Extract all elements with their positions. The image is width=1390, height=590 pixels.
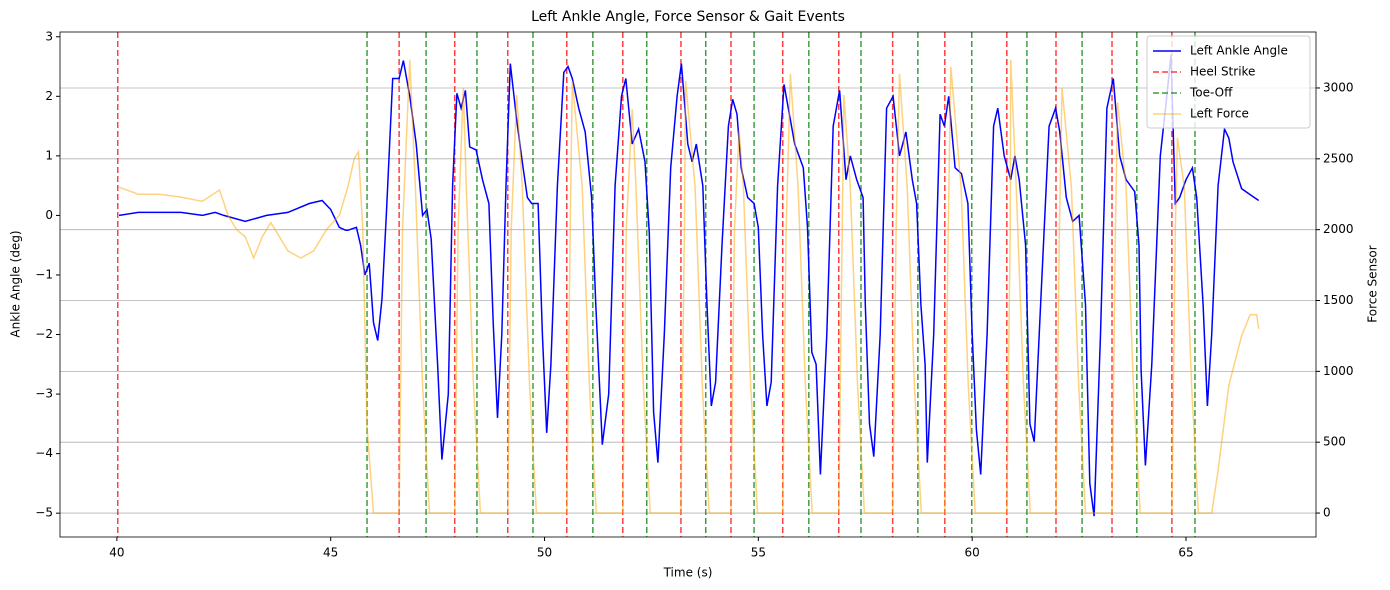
y-tick-label: −1 bbox=[35, 267, 53, 281]
x-axis-label: Time (s) bbox=[663, 566, 713, 580]
legend-label: Heel Strike bbox=[1190, 65, 1255, 79]
y2-axis-label: Force Sensor bbox=[1366, 245, 1380, 322]
y2-tick-label: 500 bbox=[1323, 435, 1346, 449]
y-tick-label: −4 bbox=[35, 446, 53, 460]
y2-tick-label: 0 bbox=[1323, 506, 1331, 520]
data-line bbox=[118, 54, 1260, 517]
x-tick-label: 55 bbox=[751, 546, 766, 560]
x-tick-label: 65 bbox=[1178, 546, 1193, 560]
legend-label: Left Force bbox=[1190, 107, 1249, 121]
legend-label: Toe-Off bbox=[1189, 86, 1233, 100]
y-tick-label: −5 bbox=[35, 506, 53, 520]
legend-label: Left Ankle Angle bbox=[1190, 44, 1288, 58]
y-axis-label: Ankle Angle (deg) bbox=[9, 230, 23, 337]
y2-tick-label: 1000 bbox=[1323, 364, 1354, 378]
y2-tick-label: 3000 bbox=[1323, 80, 1354, 94]
chart-title: Left Ankle Angle, Force Sensor & Gait Ev… bbox=[531, 9, 845, 25]
data-line bbox=[118, 59, 1260, 514]
x-tick-label: 50 bbox=[537, 546, 552, 560]
y-tick-label: −2 bbox=[35, 327, 53, 341]
legend-box bbox=[1146, 35, 1311, 129]
y-tick-label: 3 bbox=[45, 29, 53, 43]
y-tick-label: 2 bbox=[45, 89, 53, 103]
x-tick-label: 45 bbox=[323, 546, 338, 560]
y2-tick-label: 2000 bbox=[1323, 222, 1354, 236]
y-tick-label: 1 bbox=[45, 148, 53, 162]
y2-tick-label: 2500 bbox=[1323, 151, 1354, 165]
y2-tick-label: 1500 bbox=[1323, 293, 1354, 307]
plot-frame bbox=[59, 31, 1317, 538]
x-tick-label: 40 bbox=[109, 546, 124, 560]
x-tick-label: 60 bbox=[965, 546, 980, 560]
y-tick-label: −3 bbox=[35, 387, 53, 401]
y-tick-label: 0 bbox=[45, 208, 53, 222]
